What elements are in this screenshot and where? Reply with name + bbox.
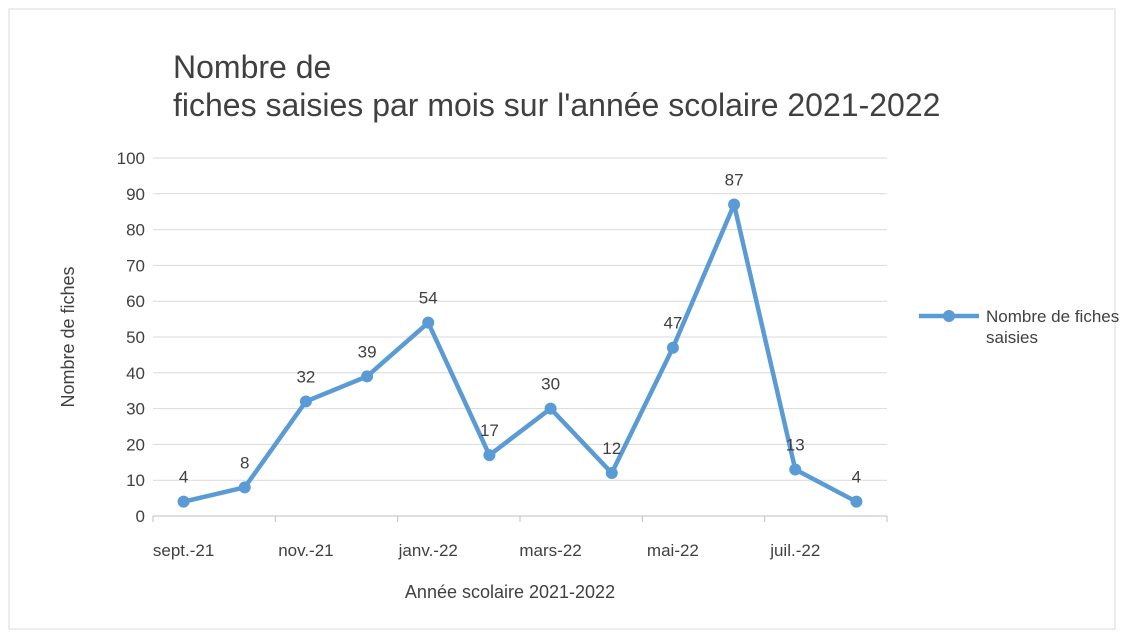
- y-tick-label: 30: [126, 400, 145, 419]
- series-line: [183, 202, 858, 504]
- chart-border: [8, 8, 1116, 630]
- data-label: 12: [602, 439, 621, 458]
- x-tick-label: nov.-21: [278, 541, 333, 560]
- data-label: 17: [480, 421, 499, 440]
- y-tick-label: 70: [126, 256, 145, 275]
- data-label: 4: [852, 468, 861, 487]
- data-point: [299, 395, 312, 408]
- data-point: [177, 495, 190, 508]
- data-label: 47: [663, 314, 682, 333]
- data-label: 87: [725, 171, 744, 190]
- y-tick-label: 50: [126, 328, 145, 347]
- data-point: [483, 449, 496, 462]
- data-label: 54: [419, 289, 438, 308]
- data-point: [850, 495, 863, 508]
- y-tick-label: 90: [126, 185, 145, 204]
- data-point: [544, 402, 557, 415]
- x-axis-label: Année scolaire 2021-2022: [405, 582, 615, 602]
- x-tick-label: sept.-21: [153, 541, 214, 560]
- data-label: 32: [296, 367, 315, 386]
- y-tick-label: 60: [126, 292, 145, 311]
- x-tick-label: juil.-22: [769, 541, 820, 560]
- y-tick-label: 40: [126, 364, 145, 383]
- data-point: [361, 370, 374, 383]
- y-tick-label: 80: [126, 221, 145, 240]
- data-point: [605, 467, 618, 480]
- y-tick-label: 20: [126, 435, 145, 454]
- x-tick-label: mai-22: [647, 541, 699, 560]
- data-label: 30: [541, 375, 560, 394]
- data-point: [238, 481, 251, 494]
- legend-marker: [943, 310, 955, 322]
- chart-title: Nombre de: [173, 49, 331, 85]
- data-label: 39: [358, 342, 377, 361]
- data-point: [728, 198, 741, 211]
- x-tick-label: mars-22: [519, 541, 581, 560]
- y-tick-label: 0: [136, 507, 145, 526]
- data-point: [789, 463, 802, 476]
- y-axis-label: Nombre de fiches: [58, 266, 78, 407]
- y-tick-label: 100: [117, 149, 145, 168]
- x-tick-label: janv.-22: [398, 541, 458, 560]
- legend-label: Nombre de fiches saisies: [986, 307, 1120, 347]
- data-label: 13: [786, 435, 805, 454]
- data-label: 4: [179, 468, 188, 487]
- data-point: [666, 341, 679, 354]
- data-label: 8: [240, 453, 249, 472]
- data-point: [422, 316, 435, 329]
- chart-title: fiches saisies par mois sur l'année scol…: [173, 87, 940, 123]
- y-tick-label: 10: [126, 471, 145, 490]
